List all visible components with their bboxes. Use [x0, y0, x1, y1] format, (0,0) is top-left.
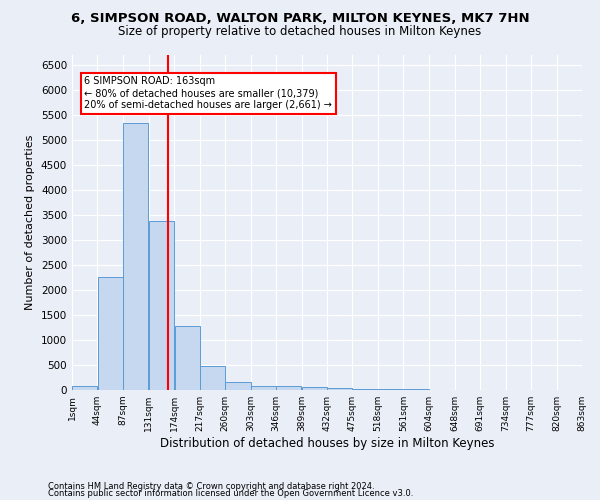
X-axis label: Distribution of detached houses by size in Milton Keynes: Distribution of detached houses by size …	[160, 437, 494, 450]
Bar	[327, 388, 352, 390]
Text: 6 SIMPSON ROAD: 163sqm
← 80% of detached houses are smaller (10,379)
20% of semi: 6 SIMPSON ROAD: 163sqm ← 80% of detached…	[85, 76, 332, 110]
Y-axis label: Number of detached properties: Number of detached properties	[25, 135, 35, 310]
Bar	[123, 122, 148, 390]
Bar	[72, 386, 97, 390]
Bar	[251, 386, 276, 390]
Text: Size of property relative to detached houses in Milton Keynes: Size of property relative to detached ho…	[118, 25, 482, 38]
Bar	[200, 366, 225, 390]
Bar	[226, 382, 251, 390]
Bar	[378, 389, 403, 390]
Bar	[175, 326, 200, 390]
Bar	[276, 386, 301, 390]
Text: Contains public sector information licensed under the Open Government Licence v3: Contains public sector information licen…	[48, 489, 413, 498]
Text: Contains HM Land Registry data © Crown copyright and database right 2024.: Contains HM Land Registry data © Crown c…	[48, 482, 374, 491]
Bar	[302, 387, 327, 390]
Text: 6, SIMPSON ROAD, WALTON PARK, MILTON KEYNES, MK7 7HN: 6, SIMPSON ROAD, WALTON PARK, MILTON KEY…	[71, 12, 529, 26]
Bar	[98, 276, 123, 390]
Bar	[149, 221, 174, 390]
Bar	[353, 388, 378, 390]
Bar	[403, 389, 428, 390]
